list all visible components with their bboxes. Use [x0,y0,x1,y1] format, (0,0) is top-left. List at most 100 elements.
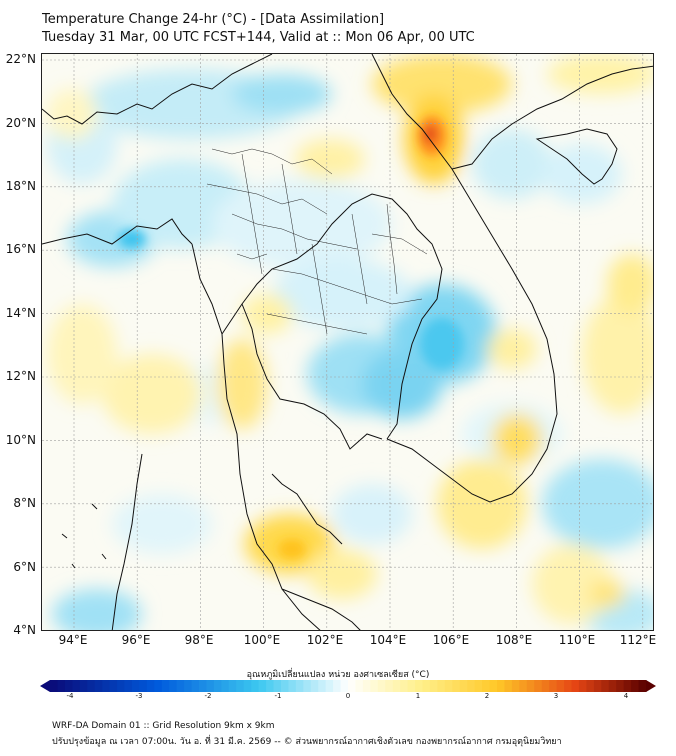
colorbar-segment [333,680,342,692]
colorbar-segment [616,680,625,692]
longitude-label: 100°E [243,633,281,647]
colorbar-tick: 4 [623,692,629,700]
colorbar-segment [489,680,498,692]
latitude-label: 8°N [13,496,36,510]
colorbar-tick: 2 [484,692,490,700]
footer-credit: ปรับปรุงข้อมูล ณ เวลา 07:00น. วัน อ. ที่… [52,737,562,747]
country-boundaries [42,54,653,630]
colorbar-segment [325,680,334,692]
colorbar-segment [139,680,148,692]
colorbar-segment [146,680,155,692]
colorbar-segment [444,680,453,692]
latitude-label: 18°N [5,179,36,193]
colorbar-segment [131,680,140,692]
colorbar-segment [64,680,73,692]
latitude-label: 10°N [5,433,36,447]
colorbar-segment [191,680,200,692]
colorbar-segment [564,680,572,692]
colorbar-segment [474,680,483,692]
longitude-label: 106°E [432,633,470,647]
colorbar-segment [467,680,476,692]
colorbar-segment [571,680,580,692]
latitude-label: 12°N [5,369,36,383]
colorbar-segment [497,680,505,692]
colorbar-segment [221,680,230,692]
colorbar-segment [109,680,118,692]
colorbar-segment [482,680,491,692]
latitude-label: 4°N [13,623,36,637]
colorbar-segment [511,680,520,692]
colorbar-segment [72,680,81,692]
longitude-label: 112°E [619,633,657,647]
colorbar-tick: -2 [204,692,212,700]
colorbar-segment [161,680,170,692]
colorbar-segment [459,680,468,692]
colorbar-tick: 0 [345,692,351,700]
colorbar-segment [228,680,237,692]
latitude-label: 20°N [5,116,36,130]
colorbar-tick: 1 [415,692,421,700]
colorbar-segment [526,680,535,692]
latitude-label: 16°N [5,242,36,256]
colorbar-segment [370,680,379,692]
colorbar-max-arrow [646,680,656,692]
colorbar-segment [593,680,602,692]
colorbar-segment [362,680,371,692]
colorbar-segment [251,680,260,692]
colorbar-segment [377,680,386,692]
colorbar-segment [549,680,558,692]
colorbar [40,680,656,692]
colorbar-tick: -1 [274,692,282,700]
footer-model-info: WRF-DA Domain 01 :: Grid Resolution 9km … [52,721,275,731]
colorbar-min-arrow [40,680,50,692]
latitude-label: 6°N [13,560,36,574]
colorbar-segment [623,680,632,692]
longitude-label: 102°E [306,633,344,647]
province-boundaries [206,148,428,335]
colorbar-segment [340,680,349,692]
colorbar-segment [400,680,409,692]
longitude-label: 110°E [558,633,596,647]
colorbar-segment [519,680,528,692]
colorbar-segment [392,680,401,692]
colorbar-segment [57,680,66,692]
map-title: Temperature Change 24-hr (°C) - [Data As… [42,12,385,27]
longitude-label: 108°E [495,633,533,647]
colorbar-segment [318,680,327,692]
graticule [42,54,653,630]
colorbar-tick: 3 [553,692,559,700]
longitude-label: 98°E [184,633,214,647]
colorbar-segment [87,680,96,692]
latitude-label: 22°N [5,52,36,66]
colorbar-segment [385,680,394,692]
colorbar-segment [348,680,356,692]
longitude-label: 94°E [58,633,88,647]
colorbar-segment [213,680,222,692]
colorbar-segment [124,680,133,692]
colorbar-segment [303,680,312,692]
colorbar-segment [243,680,252,692]
colorbar-segment [556,680,565,692]
colorbar-segment [601,680,610,692]
colorbar-segment [50,680,58,692]
colorbar-segment [578,680,587,692]
colorbar-segment [355,680,364,692]
colorbar-segment [422,680,431,692]
colorbar-segment [280,680,289,692]
colorbar-segment [429,680,438,692]
colorbar-tick: -3 [135,692,143,700]
colorbar-tick: -4 [66,692,74,700]
colorbar-segment [534,680,543,692]
colorbar-segment [117,680,125,692]
colorbar-segment [437,680,446,692]
colorbar-segment [288,680,297,692]
colorbar-segment [79,680,88,692]
colorbar-segment [206,680,215,692]
colorbar-segment [452,680,461,692]
colorbar-segment [199,680,207,692]
colorbar-segment [541,680,550,692]
colorbar-segment [258,680,267,692]
colorbar-segment [586,680,595,692]
longitude-label: 96°E [121,633,151,647]
colorbar-segment [295,680,304,692]
